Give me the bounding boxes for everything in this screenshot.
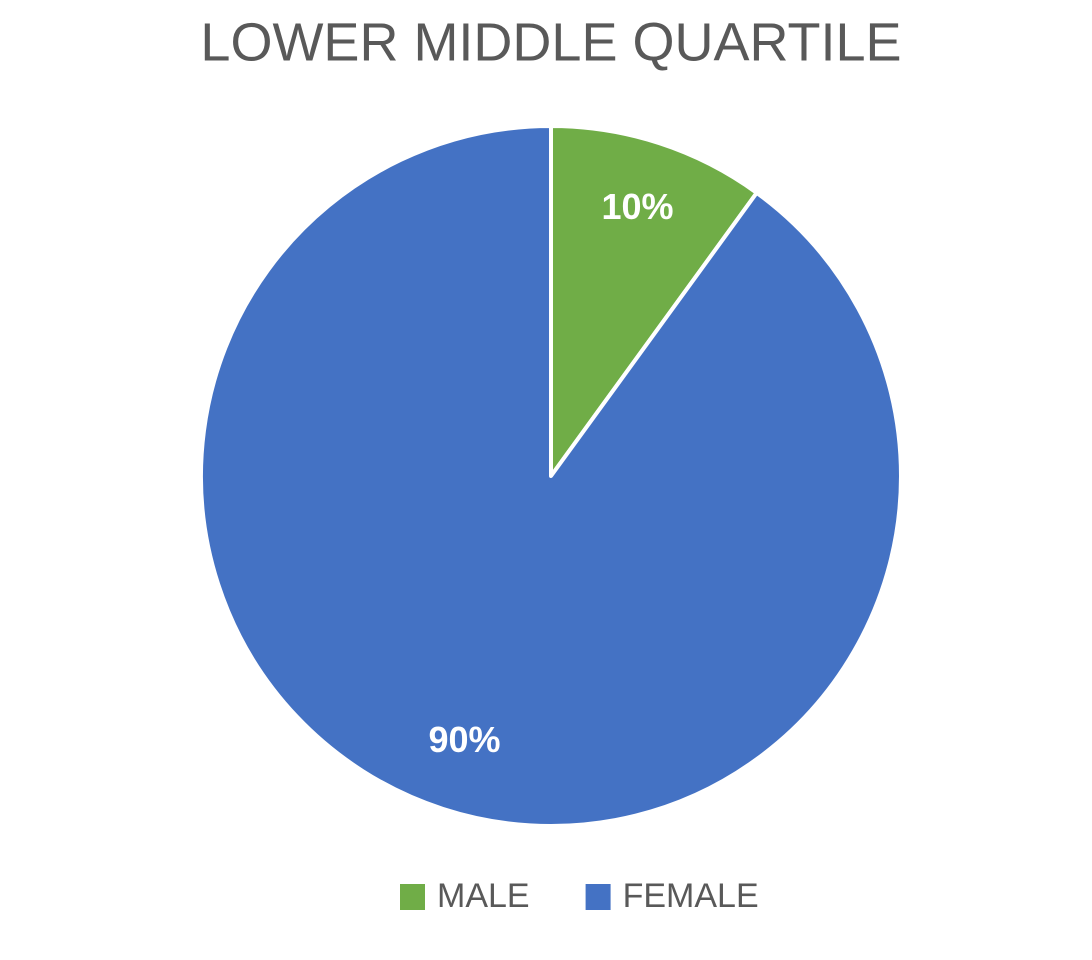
pie-slice [549, 124, 759, 478]
data-label: 90% [428, 719, 500, 760]
pie-slice [199, 124, 903, 828]
data-label: 10% [601, 186, 673, 227]
legend-swatch [585, 884, 611, 910]
chart-title: LOWER MIDDLE QUARTILE [200, 12, 901, 72]
legend-label: FEMALE [623, 877, 759, 915]
legend-label: MALE [437, 877, 530, 915]
legend-swatch [400, 884, 425, 910]
